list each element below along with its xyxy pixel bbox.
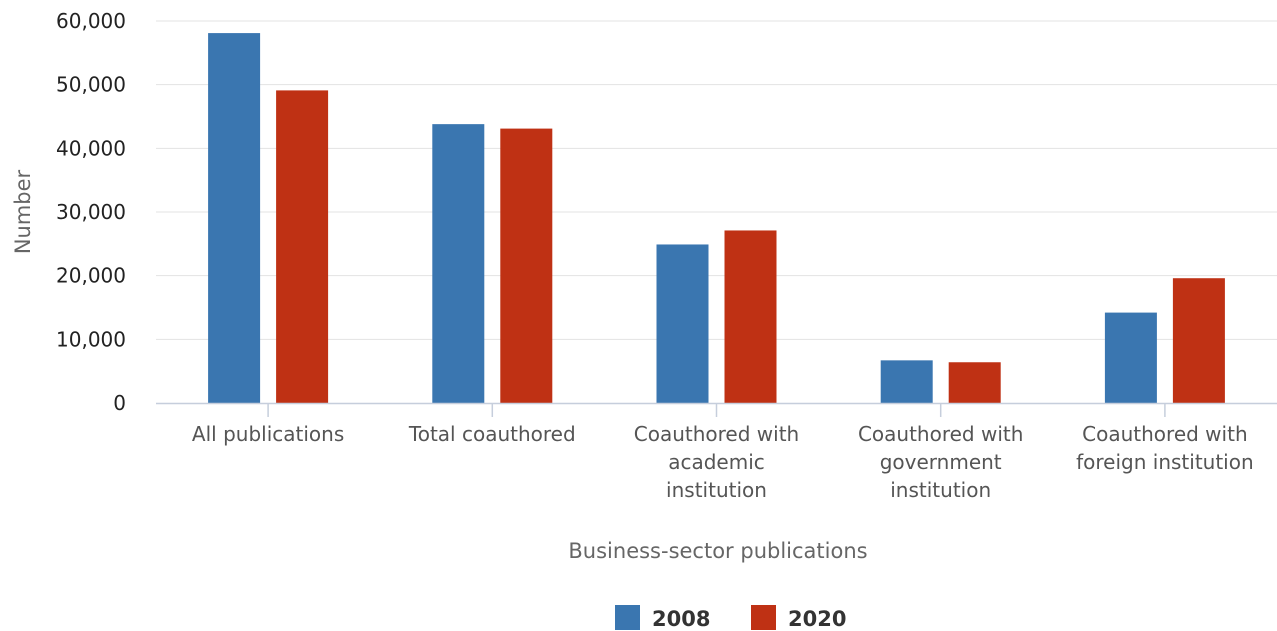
x-tick-label-line: institution: [666, 478, 767, 502]
bar-2008-0: [208, 33, 261, 403]
x-tick-label-line: Total coauthored: [408, 422, 576, 446]
x-tick-label-line: foreign institution: [1076, 450, 1254, 474]
y-axis-title: Number: [11, 169, 35, 254]
legend-label-2008: 2008: [652, 607, 710, 631]
x-tick-label: Coauthored with academic institution: [634, 422, 799, 502]
legend-swatch-2020: [751, 605, 776, 630]
x-tick-label-line: academic: [668, 450, 765, 474]
x-tick-label-line: Coauthored with: [858, 422, 1023, 446]
x-tick-label: All publications: [192, 422, 344, 446]
y-tick-label: 50,000: [56, 73, 126, 97]
bar-2020-4: [1172, 278, 1225, 403]
legend-swatch-2008: [615, 605, 640, 630]
bars: [208, 33, 1225, 403]
x-tick-label-line: All publications: [192, 422, 344, 446]
bar-2020-2: [724, 230, 777, 403]
y-tick-label: 0: [113, 391, 126, 415]
x-tick-label-line: Coauthored with: [1082, 422, 1247, 446]
y-axis-ticks: 0 10,000 20,000 30,000 40,000 50,000 60,000: [56, 9, 126, 415]
x-tick-label: Coauthored with government institution: [858, 422, 1023, 502]
y-tick-label: 20,000: [56, 264, 126, 288]
bar-2020-0: [276, 90, 329, 403]
x-axis-title: Business-sector publications: [568, 539, 867, 563]
y-tick-label: 40,000: [56, 136, 126, 160]
legend: 2008 2020: [615, 605, 846, 631]
x-tick-label-line: Coauthored with: [634, 422, 799, 446]
gridlines: [156, 20, 1277, 340]
x-tick-label: Coauthored with foreign institution: [1076, 422, 1254, 474]
bar-2020-3: [948, 362, 1001, 403]
bar-2008-4: [1104, 312, 1157, 403]
y-tick-label: 60,000: [56, 9, 126, 33]
x-tick-label-line: government: [880, 450, 1002, 474]
y-tick-label: 10,000: [56, 327, 126, 351]
bar-2008-3: [880, 360, 933, 403]
y-tick-label: 30,000: [56, 200, 126, 224]
bar-2020-1: [500, 128, 553, 403]
bar-2008-1: [432, 124, 485, 403]
x-tick-label-line: institution: [890, 478, 991, 502]
bar-2008-2: [656, 244, 709, 403]
x-tick-label: Total coauthored: [408, 422, 576, 446]
legend-label-2020: 2020: [788, 607, 846, 631]
x-axis: All publications Total coauthored Coauthor…: [156, 402, 1277, 502]
